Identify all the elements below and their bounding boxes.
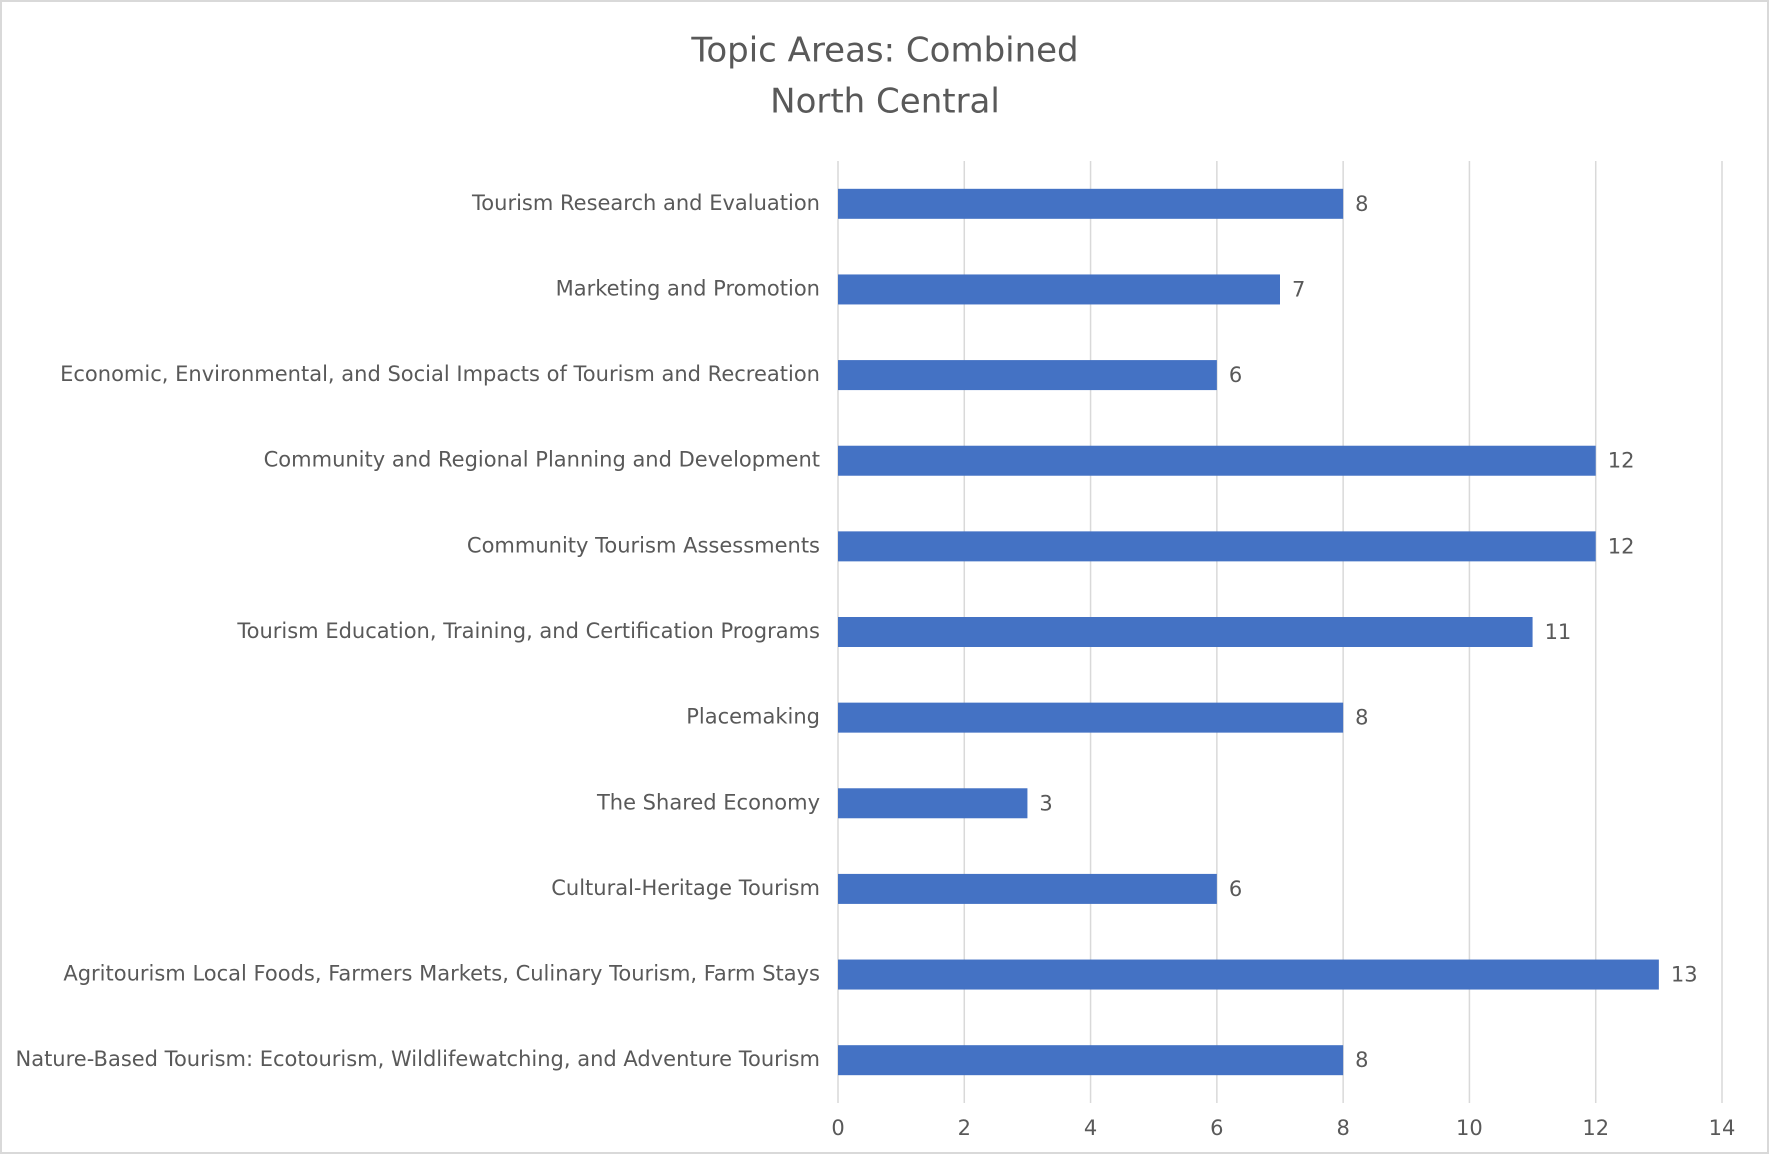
- data-label: 8: [1355, 706, 1368, 730]
- x-tick-label: 12: [1582, 1116, 1609, 1140]
- y-tick-label: Tourism Education, Training, and Certifi…: [236, 619, 820, 643]
- bar: [838, 531, 1596, 562]
- chart-title: Topic Areas: Combined: [690, 31, 1078, 71]
- bar: [838, 959, 1659, 990]
- data-label: 12: [1608, 449, 1635, 473]
- bar: [838, 1045, 1344, 1076]
- y-tick-label: The Shared Economy: [596, 790, 820, 814]
- bar: [838, 702, 1344, 733]
- y-tick-label: Agritourism Local Foods, Farmers Markets…: [63, 962, 820, 986]
- y-tick-label: Tourism Research and Evaluation: [471, 191, 820, 215]
- data-label: 13: [1671, 963, 1698, 987]
- x-tick-label: 4: [1084, 1116, 1097, 1140]
- y-tick-label: Nature-Based Tourism: Ecotourism, Wildli…: [16, 1047, 821, 1071]
- x-tick-label: 0: [831, 1116, 844, 1140]
- y-tick-label: Marketing and Promotion: [556, 276, 820, 300]
- x-tick-label: 10: [1456, 1116, 1483, 1140]
- y-tick-label: Community and Regional Planning and Deve…: [264, 448, 820, 472]
- data-label: 6: [1229, 877, 1242, 901]
- data-label: 12: [1608, 534, 1635, 558]
- bar: [838, 617, 1533, 647]
- x-tick-label: 14: [1709, 1116, 1736, 1140]
- data-label: 6: [1229, 363, 1242, 387]
- y-tick-label: Economic, Environmental, and Social Impa…: [60, 362, 820, 386]
- y-tick-label: Placemaking: [686, 705, 820, 729]
- y-tick-label: Community Tourism Assessments: [467, 533, 820, 557]
- data-label: 7: [1292, 277, 1305, 301]
- x-tick-label: 6: [1210, 1116, 1223, 1140]
- bar: [838, 188, 1344, 219]
- bar: [838, 788, 1028, 819]
- data-label: 8: [1355, 1048, 1368, 1072]
- x-tick-label: 8: [1336, 1116, 1349, 1140]
- y-tick-label: Cultural-Heritage Tourism: [551, 876, 820, 900]
- data-label: 8: [1355, 192, 1368, 216]
- bar: [838, 360, 1217, 391]
- x-tick-label: 2: [958, 1116, 971, 1140]
- bar: [838, 873, 1217, 904]
- bar: [838, 274, 1280, 305]
- bar: [838, 445, 1596, 476]
- chart-title: North Central: [770, 82, 1000, 122]
- data-label: 3: [1039, 791, 1052, 815]
- data-label: 11: [1545, 620, 1572, 644]
